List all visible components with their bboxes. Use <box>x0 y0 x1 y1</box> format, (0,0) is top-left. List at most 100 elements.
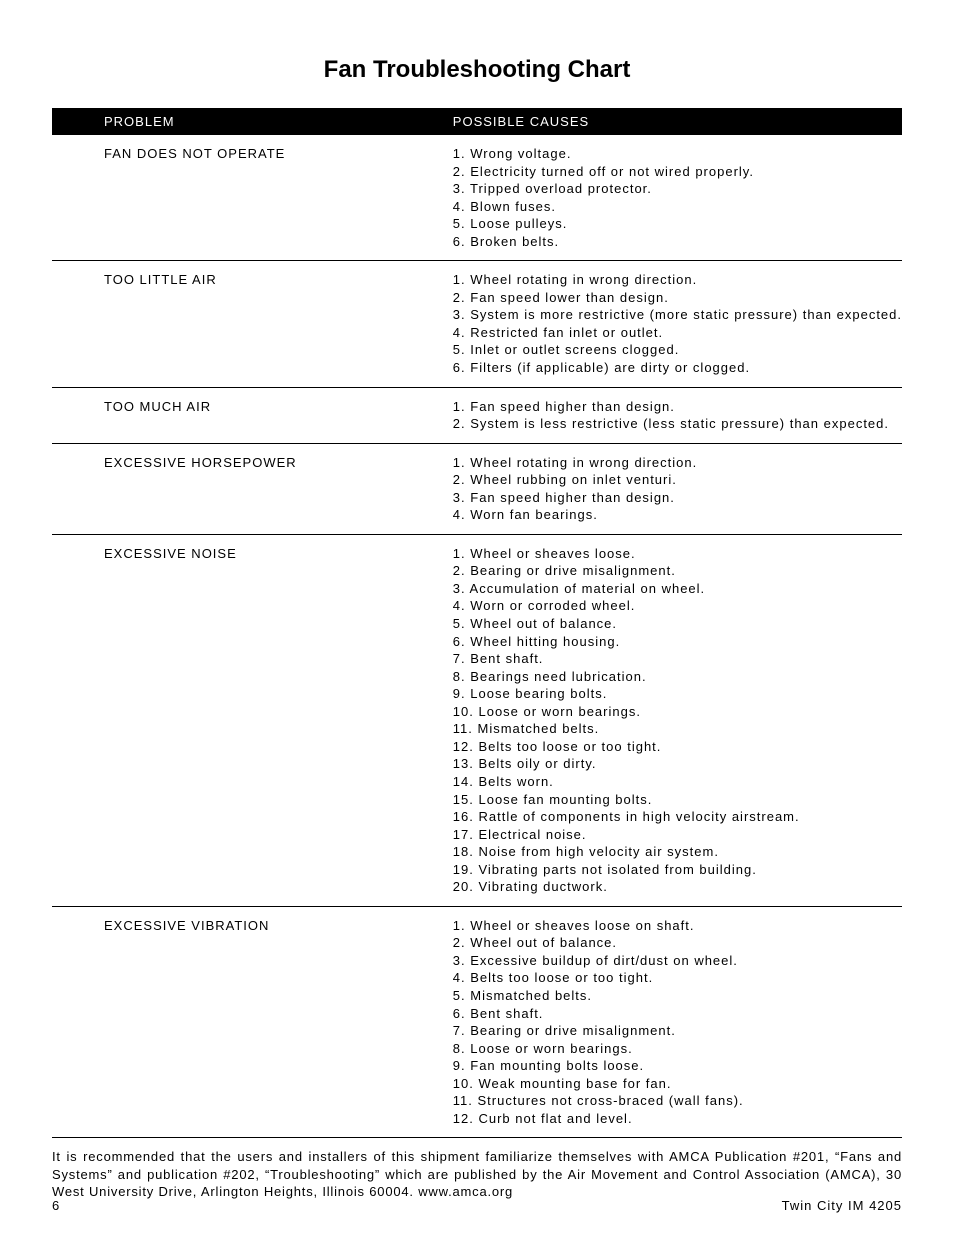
cause-number: 5. <box>453 616 470 631</box>
cause-number: 12. <box>453 739 479 754</box>
table-row: TOO MUCH AIR1. Fan speed higher than des… <box>52 387 902 443</box>
cause-text: Belts worn. <box>478 774 553 789</box>
document-id: Twin City IM 4205 <box>782 1198 902 1213</box>
causes-cell: 1. Fan speed higher than design.2. Syste… <box>453 387 902 443</box>
cause-text: Loose or worn bearings. <box>478 704 640 719</box>
cause-line: 1. Fan speed higher than design. <box>453 398 902 416</box>
cause-line: 20. Vibrating ductwork. <box>453 878 902 896</box>
cause-line: 7. Bearing or drive misalignment. <box>453 1022 902 1040</box>
cause-number: 4. <box>453 598 470 613</box>
cause-text: Accumulation of material on wheel. <box>470 581 706 596</box>
cause-text: Wheel out of balance. <box>470 616 617 631</box>
cause-line: 5. Mismatched belts. <box>453 987 902 1005</box>
cause-text: Wheel rotating in wrong direction. <box>470 272 697 287</box>
cause-text: Loose pulleys. <box>470 216 567 231</box>
cause-text: Wheel rubbing on inlet venturi. <box>470 472 677 487</box>
cause-number: 12. <box>453 1111 479 1126</box>
cause-line: 9. Loose bearing bolts. <box>453 685 902 703</box>
cause-text: Bearing or drive misalignment. <box>470 1023 676 1038</box>
cause-text: Restricted fan inlet or outlet. <box>470 325 663 340</box>
page-number: 6 <box>52 1198 60 1213</box>
page-title: Fan Troubleshooting Chart <box>52 56 902 84</box>
cause-line: 3. Excessive buildup of dirt/dust on whe… <box>453 952 902 970</box>
cause-text: Wheel hitting housing. <box>470 634 620 649</box>
cause-number: 3. <box>453 490 470 505</box>
footnote-text: It is recommended that the users and ins… <box>52 1148 902 1201</box>
cause-number: 3. <box>453 181 470 196</box>
cause-number: 1. <box>453 455 470 470</box>
cause-line: 4. Worn or corroded wheel. <box>453 597 902 615</box>
cause-number: 13. <box>453 756 479 771</box>
cause-line: 3. System is more restrictive (more stat… <box>453 306 902 324</box>
cause-line: 7. Bent shaft. <box>453 650 902 668</box>
cause-text: Electricity turned off or not wired prop… <box>470 164 754 179</box>
cause-line: 5. Loose pulleys. <box>453 215 902 233</box>
cause-line: 4. Blown fuses. <box>453 198 902 216</box>
cause-number: 11. <box>453 721 478 736</box>
cause-line: 9. Fan mounting bolts loose. <box>453 1057 902 1075</box>
cause-line: 6. Wheel hitting housing. <box>453 633 902 651</box>
cause-line: 3. Tripped overload protector. <box>453 180 902 198</box>
cause-text: Vibrating parts not isolated from buildi… <box>478 862 756 877</box>
cause-number: 5. <box>453 342 470 357</box>
cause-line: 6. Filters (if applicable) are dirty or … <box>453 359 902 377</box>
cause-text: Wheel or sheaves loose on shaft. <box>470 918 694 933</box>
cause-line: 2. Electricity turned off or not wired p… <box>453 163 902 181</box>
cause-text: Wheel out of balance. <box>470 935 617 950</box>
cause-number: 5. <box>453 216 470 231</box>
cause-number: 9. <box>453 1058 470 1073</box>
cause-line: 14. Belts worn. <box>453 773 902 791</box>
cause-number: 4. <box>453 970 470 985</box>
cause-text: Wheel rotating in wrong direction. <box>470 455 697 470</box>
cause-number: 6. <box>453 234 470 249</box>
cause-number: 1. <box>453 146 470 161</box>
cause-line: 5. Inlet or outlet screens clogged. <box>453 341 902 359</box>
cause-number: 6. <box>453 360 470 375</box>
cause-number: 3. <box>453 953 470 968</box>
cause-number: 3. <box>453 307 470 322</box>
cause-number: 5. <box>453 988 470 1003</box>
cause-line: 4. Belts too loose or too tight. <box>453 969 902 987</box>
cause-number: 11. <box>453 1093 478 1108</box>
cause-line: 12. Curb not flat and level. <box>453 1110 902 1128</box>
table-header-row: PROBLEM POSSIBLE CAUSES <box>52 108 902 135</box>
cause-number: 6. <box>453 634 470 649</box>
cause-number: 4. <box>453 199 470 214</box>
cause-text: Worn or corroded wheel. <box>470 598 635 613</box>
table-row: TOO LITTLE AIR1. Wheel rotating in wrong… <box>52 261 902 387</box>
cause-text: Loose or worn bearings. <box>470 1041 632 1056</box>
cause-line: 8. Loose or worn bearings. <box>453 1040 902 1058</box>
cause-text: Bent shaft. <box>470 651 543 666</box>
cause-text: Loose bearing bolts. <box>470 686 607 701</box>
cause-number: 1. <box>453 399 470 414</box>
cause-number: 2. <box>453 290 470 305</box>
cause-line: 4. Restricted fan inlet or outlet. <box>453 324 902 342</box>
cause-text: Fan speed higher than design. <box>470 399 675 414</box>
cause-number: 2. <box>453 563 470 578</box>
cause-number: 17. <box>453 827 479 842</box>
cause-text: Blown fuses. <box>470 199 556 214</box>
cause-line: 2. System is less restrictive (less stat… <box>453 415 902 433</box>
cause-line: 3. Accumulation of material on wheel. <box>453 580 902 598</box>
cause-text: Belts oily or dirty. <box>478 756 596 771</box>
cause-line: 16. Rattle of components in high velocit… <box>453 808 902 826</box>
cause-text: Fan speed higher than design. <box>470 490 675 505</box>
cause-text: Wheel or sheaves loose. <box>470 546 635 561</box>
cause-number: 1. <box>453 272 470 287</box>
cause-number: 2. <box>453 416 470 431</box>
cause-number: 3. <box>453 581 470 596</box>
cause-line: 11. Structures not cross-braced (wall fa… <box>453 1092 902 1110</box>
cause-line: 10. Loose or worn bearings. <box>453 703 902 721</box>
cause-line: 1. Wheel or sheaves loose on shaft. <box>453 917 902 935</box>
cause-line: 15. Loose fan mounting bolts. <box>453 791 902 809</box>
cause-line: 1. Wrong voltage. <box>453 145 902 163</box>
cause-line: 6. Broken belts. <box>453 233 902 251</box>
cause-number: 2. <box>453 164 470 179</box>
cause-text: Bent shaft. <box>470 1006 543 1021</box>
cause-number: 20. <box>453 879 479 894</box>
cause-text: Tripped overload protector. <box>470 181 652 196</box>
cause-text: Structures not cross-braced (wall fans). <box>478 1093 744 1108</box>
cause-text: Excessive buildup of dirt/dust on wheel. <box>470 953 738 968</box>
problem-cell: TOO MUCH AIR <box>52 387 453 443</box>
cause-number: 8. <box>453 1041 470 1056</box>
